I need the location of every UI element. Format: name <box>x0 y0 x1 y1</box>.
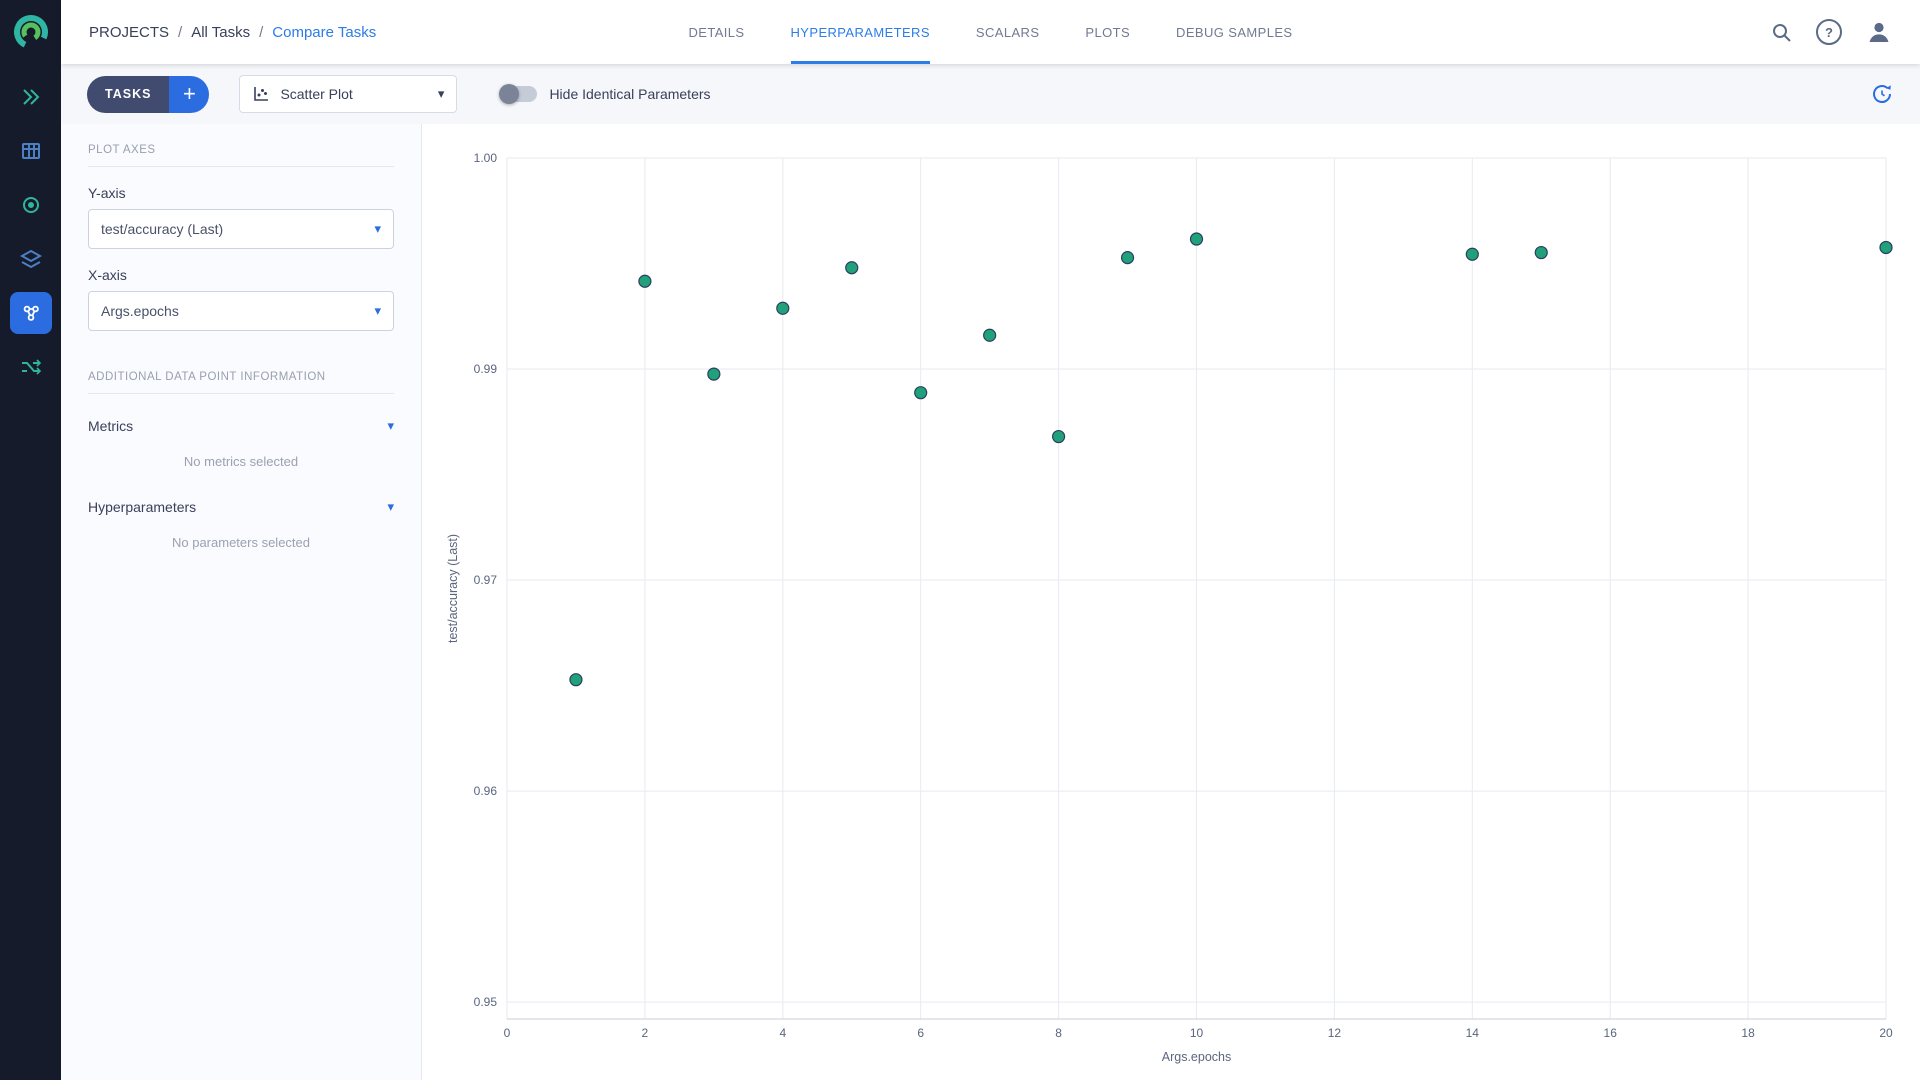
svg-text:12: 12 <box>1328 1026 1342 1040</box>
plot-type-value: Scatter Plot <box>280 86 352 102</box>
main-column: PROJECTS / All Tasks / Compare Tasks DET… <box>61 0 1920 1080</box>
x-axis-label: X-axis <box>88 267 394 283</box>
scatter-point[interactable] <box>984 329 996 341</box>
scatter-point[interactable] <box>1535 247 1547 259</box>
svg-text:10: 10 <box>1190 1026 1204 1040</box>
svg-text:18: 18 <box>1741 1026 1755 1040</box>
svg-text:6: 6 <box>917 1026 924 1040</box>
help-icon[interactable]: ? <box>1816 19 1842 45</box>
metrics-expander[interactable]: Metrics ▾ <box>88 418 394 434</box>
compare-toolbar: TASKS + Scatter Plot ▾ Hide Identical Pa… <box>61 64 1920 124</box>
nav-experiments-icon[interactable] <box>10 292 52 334</box>
search-icon[interactable] <box>1771 22 1792 43</box>
breadcrumb-projects[interactable]: PROJECTS <box>89 24 169 41</box>
hyperparameters-empty-note: No parameters selected <box>88 535 394 550</box>
tab-details[interactable]: DETAILS <box>688 0 744 64</box>
tab-debug-samples[interactable]: DEBUG SAMPLES <box>1176 0 1292 64</box>
scatter-point[interactable] <box>708 368 720 380</box>
metrics-empty-note: No metrics selected <box>88 454 394 469</box>
breadcrumb-compare-tasks[interactable]: Compare Tasks <box>272 24 376 41</box>
clearml-logo-icon[interactable] <box>11 12 51 52</box>
hyperparameters-expander[interactable]: Hyperparameters ▾ <box>88 499 394 515</box>
scatter-plot: 0 2 4 6 8 10 12 14 16 18 20 0.95 0.96 0.97 0.99 1.00 Arg… <box>422 124 1920 1080</box>
svg-text:Args.epochs: Args.epochs <box>1162 1050 1231 1064</box>
chevron-down-icon: ▾ <box>387 418 394 434</box>
x-axis-value: Args.epochs <box>101 303 179 319</box>
y-axis-select[interactable]: test/accuracy (Last) ▾ <box>88 209 394 249</box>
plot-type-select[interactable]: Scatter Plot ▾ <box>239 75 457 113</box>
scatter-point[interactable] <box>1880 241 1892 253</box>
scatter-point[interactable] <box>915 387 927 399</box>
scatter-point[interactable] <box>846 262 858 274</box>
svg-text:test/accuracy (Last): test/accuracy (Last) <box>446 534 460 643</box>
header-actions: ? <box>1771 19 1892 45</box>
tasks-button[interactable]: TASKS <box>87 76 169 113</box>
additional-info-heading: ADDITIONAL DATA POINT INFORMATION <box>88 371 394 394</box>
add-task-button[interactable]: + <box>169 76 209 113</box>
svg-text:14: 14 <box>1466 1026 1480 1040</box>
svg-text:0.97: 0.97 <box>474 573 498 587</box>
nav-pipelines-icon[interactable] <box>10 346 52 388</box>
nav-reports-icon[interactable] <box>10 238 52 280</box>
hide-identical-label: Hide Identical Parameters <box>549 86 710 102</box>
metrics-label: Metrics <box>88 418 133 434</box>
tasks-pill: TASKS + <box>87 76 209 113</box>
chevron-down-icon: ▾ <box>374 303 381 319</box>
scatter-point[interactable] <box>777 302 789 314</box>
y-axis-label: Y-axis <box>88 185 394 201</box>
tab-bar: DETAILS HYPERPARAMETERS SCALARS PLOTS DE… <box>688 0 1292 64</box>
content-row: PLOT AXES Y-axis test/accuracy (Last) ▾ … <box>61 124 1920 1080</box>
svg-text:8: 8 <box>1055 1026 1062 1040</box>
toggle-knob <box>499 84 519 104</box>
breadcrumb-all-tasks[interactable]: All Tasks <box>191 24 250 41</box>
nav-models-icon[interactable] <box>10 184 52 226</box>
tab-hyperparameters[interactable]: HYPERPARAMETERS <box>791 0 930 64</box>
nav-projects-icon[interactable] <box>10 76 52 118</box>
tab-scalars[interactable]: SCALARS <box>976 0 1040 64</box>
hide-identical-toggle[interactable] <box>501 86 537 102</box>
scatter-point[interactable] <box>570 674 582 686</box>
app-header: PROJECTS / All Tasks / Compare Tasks DET… <box>61 0 1920 64</box>
breadcrumb: PROJECTS / All Tasks / Compare Tasks <box>89 24 376 41</box>
scatter-plot-icon <box>252 85 270 103</box>
x-axis-select[interactable]: Args.epochs ▾ <box>88 291 394 331</box>
svg-text:2: 2 <box>642 1026 649 1040</box>
scatter-point[interactable] <box>1053 431 1065 443</box>
nav-datasets-icon[interactable] <box>10 130 52 172</box>
breadcrumb-separator: / <box>178 24 182 41</box>
plot-settings-panel: PLOT AXES Y-axis test/accuracy (Last) ▾ … <box>61 124 422 1080</box>
chevron-down-icon: ▾ <box>387 499 394 515</box>
hyperparameters-label: Hyperparameters <box>88 499 196 515</box>
svg-text:0.96: 0.96 <box>474 784 498 798</box>
scatter-point[interactable] <box>1122 252 1134 264</box>
chevron-down-icon: ▾ <box>438 86 445 102</box>
scatter-point[interactable] <box>1466 248 1478 260</box>
scatter-point[interactable] <box>639 275 651 287</box>
svg-text:1.00: 1.00 <box>474 151 498 165</box>
chevron-down-icon: ▾ <box>374 221 381 237</box>
breadcrumb-separator: / <box>259 24 263 41</box>
tab-plots[interactable]: PLOTS <box>1085 0 1130 64</box>
user-avatar[interactable] <box>1866 19 1892 45</box>
nav-rail <box>0 0 61 1080</box>
refresh-icon[interactable] <box>1870 82 1894 106</box>
y-axis-value: test/accuracy (Last) <box>101 221 223 237</box>
svg-text:0.95: 0.95 <box>474 995 498 1009</box>
hide-identical-group: Hide Identical Parameters <box>501 86 710 102</box>
svg-text:0.99: 0.99 <box>474 362 498 376</box>
plot-axes-heading: PLOT AXES <box>88 144 394 167</box>
svg-text:0: 0 <box>504 1026 511 1040</box>
svg-text:16: 16 <box>1604 1026 1618 1040</box>
svg-text:20: 20 <box>1879 1026 1893 1040</box>
svg-text:4: 4 <box>779 1026 786 1040</box>
app-root: PROJECTS / All Tasks / Compare Tasks DET… <box>0 0 1920 1080</box>
scatter-point[interactable] <box>1191 233 1203 245</box>
